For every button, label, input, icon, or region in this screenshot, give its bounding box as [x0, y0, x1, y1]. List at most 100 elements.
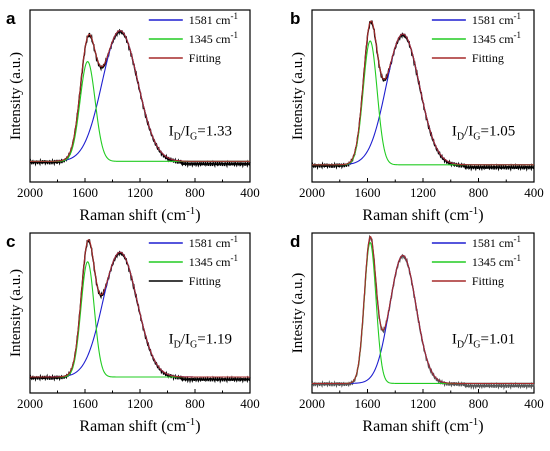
series-fitting — [312, 20, 534, 166]
ratio-slash-I: /I — [181, 124, 190, 140]
panel-letter: a — [6, 9, 16, 28]
ratio-I: I — [452, 124, 457, 140]
x-axis-label: Raman shift (cm-1) — [79, 205, 200, 224]
x-tick-label: 1600 — [72, 185, 98, 200]
legend-label-sup: -1 — [230, 253, 238, 263]
legend-entry: 1345 cm-1 — [189, 30, 238, 46]
legend-label: 1581 cm — [472, 236, 514, 250]
x-tick-label: 400 — [524, 396, 544, 411]
ratio-value: =1.19 — [197, 331, 232, 347]
x-axis-label-sup: -1 — [186, 416, 195, 428]
x-axis-label-close: ) — [195, 207, 200, 224]
panel-letter: b — [290, 9, 300, 28]
x-tick-label: 400 — [240, 185, 260, 200]
ratio-sub-G: G — [190, 339, 197, 350]
legend-label: Fitting — [189, 51, 221, 65]
legend-entry: 1581 cm-1 — [472, 11, 521, 27]
legend-label-sup: -1 — [514, 234, 522, 244]
panel-letter: c — [6, 232, 15, 251]
ratio-value: =1.33 — [197, 124, 232, 140]
ratio-I: I — [169, 124, 174, 140]
x-tick-label: 1600 — [355, 185, 381, 200]
x-axis-label: Raman shift (cm-1) — [362, 205, 483, 224]
legend-label-sup: -1 — [514, 30, 522, 40]
x-axis-label-main: Raman shift (cm — [362, 207, 469, 224]
legend-entry: 1345 cm-1 — [472, 253, 521, 269]
x-axis-label: Raman shift (cm-1) — [79, 416, 200, 435]
y-axis-label: Intensity (a.u.) — [290, 52, 306, 140]
y-axis-label: Intesity (a.u.) — [290, 273, 306, 353]
ratio-slash-I: /I — [464, 124, 473, 140]
legend-label: 1581 cm — [189, 13, 231, 27]
ratio-slash-I: /I — [181, 331, 190, 347]
ratio-slash-I: /I — [464, 331, 473, 347]
series-fitting — [312, 235, 534, 384]
ratio-sub-D: D — [174, 132, 181, 143]
x-axis-label-main: Raman shift (cm — [79, 418, 186, 435]
ratio-value: =1.05 — [481, 124, 516, 140]
x-tick-label: 800 — [469, 185, 489, 200]
x-tick-label: 2000 — [299, 396, 325, 411]
y-axis-label: Intensity (a.u.) — [8, 269, 24, 357]
legend-label: 1581 cm — [189, 236, 231, 250]
legend-entry: 1581 cm-1 — [472, 234, 521, 250]
legend-label: 1345 cm — [189, 32, 231, 46]
ratio-I: I — [169, 331, 174, 347]
x-tick-label: 1600 — [72, 396, 98, 411]
panel-letter: d — [290, 232, 300, 251]
legend-entry: 1345 cm-1 — [472, 30, 521, 46]
x-tick-label: 1600 — [355, 396, 381, 411]
legend-label: Fitting — [472, 274, 504, 288]
x-axis-label-close: ) — [478, 207, 483, 224]
x-tick-label: 800 — [185, 185, 205, 200]
ratio-sub-G: G — [473, 132, 480, 143]
legend-label-sup: -1 — [230, 30, 238, 40]
x-axis-label-sup: -1 — [469, 416, 478, 428]
series-fitting — [30, 30, 250, 162]
legend-entry: 1581 cm-1 — [189, 11, 238, 27]
legend-label: 1345 cm — [472, 255, 514, 269]
legend-label: Fitting — [189, 274, 221, 288]
intensity-ratio: ID/IG=1.33 — [169, 124, 232, 143]
ratio-sub-G: G — [190, 132, 197, 143]
legend-label: 1581 cm — [472, 13, 514, 27]
x-axis-label-sup: -1 — [186, 205, 195, 217]
legend-label: 1345 cm — [189, 255, 231, 269]
intensity-ratio: ID/IG=1.05 — [452, 124, 515, 143]
x-tick-label: 2000 — [17, 396, 43, 411]
legend-label: 1345 cm — [472, 32, 514, 46]
x-axis-label-sup: -1 — [469, 205, 478, 217]
ratio-sub-D: D — [457, 132, 464, 143]
series-fitting — [30, 239, 250, 378]
intensity-ratio: ID/IG=1.01 — [452, 331, 515, 350]
legend-label-sup: -1 — [514, 11, 522, 21]
series-1345 — [30, 61, 250, 162]
x-axis-label-main: Raman shift (cm — [79, 207, 186, 224]
intensity-ratio: ID/IG=1.19 — [169, 331, 232, 350]
x-axis-label: Raman shift (cm-1) — [362, 416, 483, 435]
legend-entry: Fitting — [472, 51, 504, 65]
x-tick-label: 1200 — [410, 185, 436, 200]
ratio-sub-G: G — [473, 339, 480, 350]
legend-label-sup: -1 — [514, 253, 522, 263]
ratio-sub-D: D — [174, 339, 181, 350]
legend-label: Fitting — [472, 51, 504, 65]
x-tick-label: 2000 — [299, 185, 325, 200]
x-tick-label: 800 — [185, 396, 205, 411]
legend-label-sup: -1 — [230, 11, 238, 21]
x-axis-label-close: ) — [478, 418, 483, 435]
ratio-value: =1.01 — [481, 331, 516, 347]
x-tick-label: 1200 — [410, 396, 436, 411]
y-axis-label: Intensity (a.u.) — [8, 52, 24, 140]
x-tick-label: 2000 — [17, 185, 43, 200]
x-tick-label: 1200 — [127, 185, 153, 200]
x-tick-label: 400 — [240, 396, 260, 411]
x-axis-label-close: ) — [195, 418, 200, 435]
legend-entry: 1345 cm-1 — [189, 253, 238, 269]
x-axis-label-main: Raman shift (cm — [362, 418, 469, 435]
